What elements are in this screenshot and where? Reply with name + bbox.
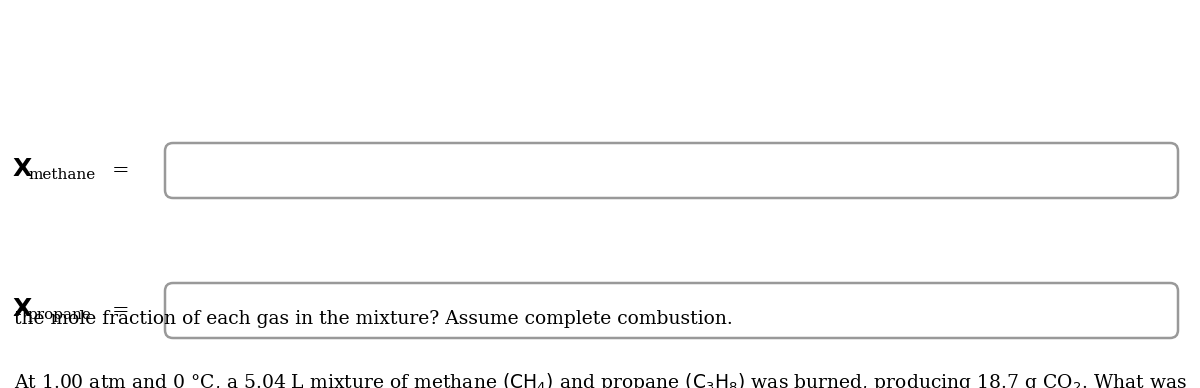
Text: =: = — [112, 300, 130, 319]
FancyBboxPatch shape — [166, 143, 1178, 198]
Text: $\mathbf{X}$: $\mathbf{X}$ — [12, 159, 32, 182]
FancyBboxPatch shape — [166, 283, 1178, 338]
Text: methane: methane — [28, 168, 95, 182]
Text: At 1.00 atm and 0 °C, a 5.04 L mixture of methane $\left(\mathrm{CH_4}\right)$ a: At 1.00 atm and 0 °C, a 5.04 L mixture o… — [14, 371, 1187, 388]
Text: =: = — [112, 161, 130, 180]
Text: propane: propane — [28, 308, 92, 322]
Text: the mole fraction of each gas in the mixture? Assume complete combustion.: the mole fraction of each gas in the mix… — [14, 310, 733, 328]
Text: $\mathbf{X}$: $\mathbf{X}$ — [12, 298, 32, 322]
